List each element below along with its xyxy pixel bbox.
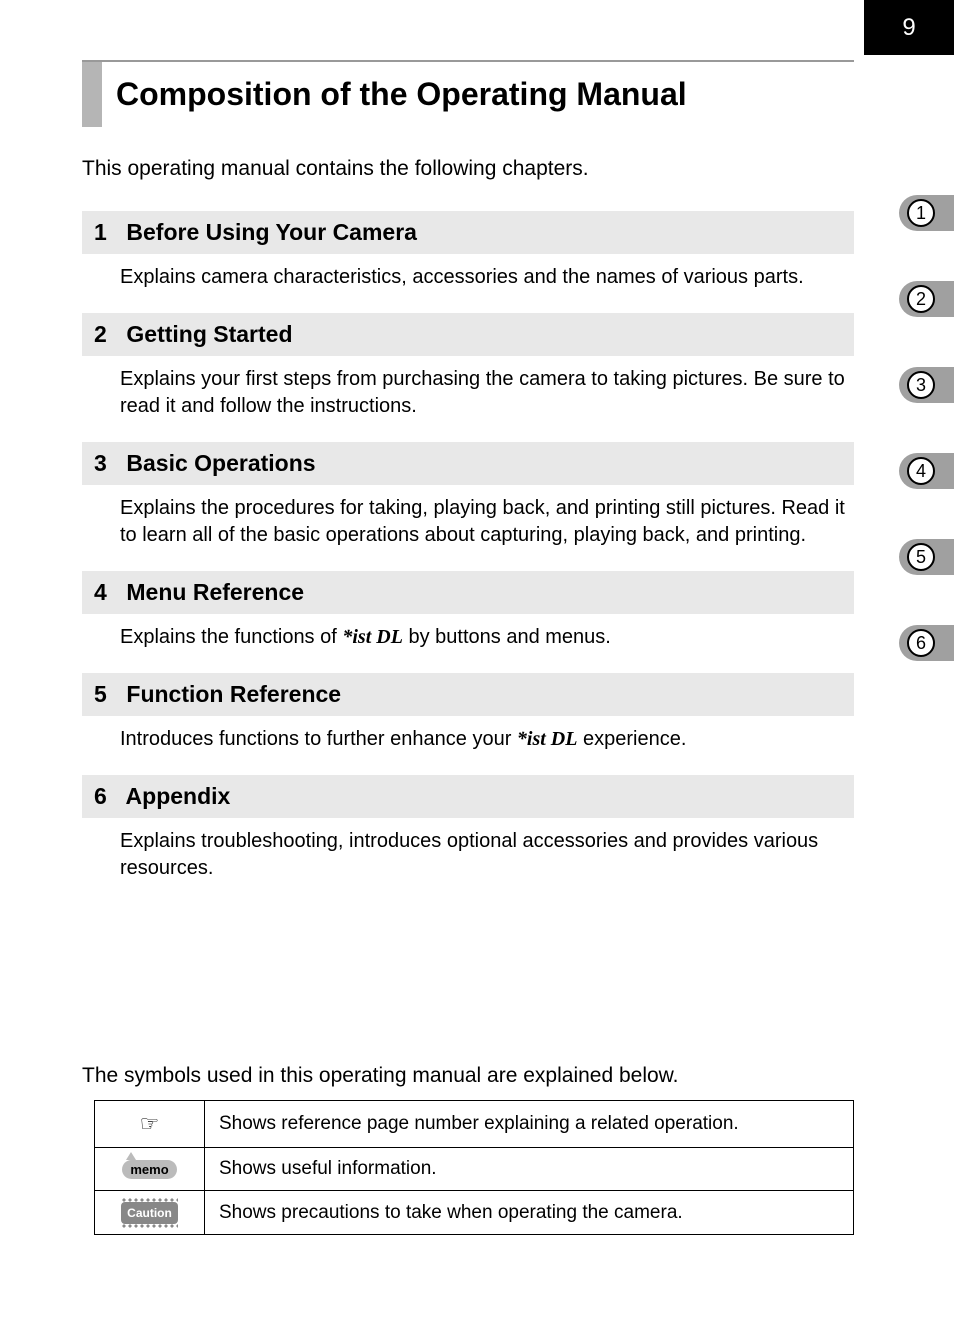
- symbols-intro: The symbols used in this operating manua…: [82, 1064, 854, 1088]
- page-title: Composition of the Operating Manual: [102, 62, 687, 127]
- section-title: Menu Reference: [126, 579, 304, 605]
- section-body-4: Explains the functions of *ist DL by but…: [82, 624, 854, 673]
- table-row: Caution Shows precautions to take when o…: [95, 1191, 854, 1235]
- intro-text: This operating manual contains the follo…: [82, 157, 854, 181]
- symbols-table: ☞ Shows reference page number explaining…: [94, 1100, 854, 1235]
- section-header-6: 6 Appendix: [82, 775, 854, 818]
- symbol-desc: Shows precautions to take when operating…: [205, 1191, 854, 1235]
- memo-icon-cell: memo: [95, 1148, 205, 1191]
- section-title: Basic Operations: [126, 450, 315, 476]
- section-body-2: Explains your first steps from purchasin…: [82, 366, 854, 442]
- symbol-desc: Shows useful information.: [205, 1148, 854, 1191]
- reference-icon-cell: ☞: [95, 1101, 205, 1148]
- side-tab-label: 6: [907, 629, 935, 657]
- section-title: Function Reference: [126, 681, 341, 707]
- section-title: Before Using Your Camera: [126, 219, 417, 245]
- side-tab-label: 3: [907, 371, 935, 399]
- section-header-5: 5 Function Reference: [82, 673, 854, 716]
- section-number: 4: [94, 579, 120, 606]
- side-tab-label: 2: [907, 285, 935, 313]
- table-row: memo Shows useful information.: [95, 1148, 854, 1191]
- section-title: Getting Started: [126, 321, 292, 347]
- section-body-post: by buttons and menus.: [403, 626, 611, 648]
- side-tab-3[interactable]: 3: [899, 367, 954, 403]
- section-body-pre: Explains the functions of: [120, 626, 342, 648]
- side-tab-1[interactable]: 1: [899, 195, 954, 231]
- product-name: *ist DL: [342, 626, 403, 648]
- section-body-6: Explains troubleshooting, introduces opt…: [82, 828, 854, 904]
- product-name: *ist DL: [517, 728, 578, 750]
- side-tab-label: 4: [907, 457, 935, 485]
- page: 9 1 2 3 4 5 6 Composition of the Operati…: [0, 0, 954, 1329]
- page-number: 9: [864, 0, 954, 55]
- title-accent-bar: [82, 62, 102, 127]
- table-row: ☞ Shows reference page number explaining…: [95, 1101, 854, 1148]
- side-tab-label: 5: [907, 543, 935, 571]
- section-header-4: 4 Menu Reference: [82, 571, 854, 614]
- section-body-1: Explains camera characteristics, accesso…: [82, 264, 854, 313]
- side-tab-4[interactable]: 4: [899, 453, 954, 489]
- reference-icon: ☞: [140, 1111, 160, 1136]
- page-title-row: Composition of the Operating Manual: [82, 60, 854, 127]
- section-body-pre: Introduces functions to further enhance …: [120, 728, 517, 750]
- content: Composition of the Operating Manual This…: [0, 0, 954, 1275]
- caution-icon: Caution: [121, 1202, 178, 1224]
- section-body-post: experience.: [577, 728, 686, 750]
- side-tab-6[interactable]: 6: [899, 625, 954, 661]
- section-header-2: 2 Getting Started: [82, 313, 854, 356]
- section-body-3: Explains the procedures for taking, play…: [82, 495, 854, 571]
- side-tab-label: 1: [907, 199, 935, 227]
- section-number: 3: [94, 450, 120, 477]
- side-tabs: 1 2 3 4 5 6: [899, 195, 954, 711]
- section-title: Appendix: [126, 783, 231, 809]
- section-number: 6: [94, 783, 120, 810]
- section-header-3: 3 Basic Operations: [82, 442, 854, 485]
- section-number: 5: [94, 681, 120, 708]
- section-header-1: 1 Before Using Your Camera: [82, 211, 854, 254]
- section-number: 1: [94, 219, 120, 246]
- side-tab-2[interactable]: 2: [899, 281, 954, 317]
- side-tab-5[interactable]: 5: [899, 539, 954, 575]
- caution-icon-cell: Caution: [95, 1191, 205, 1235]
- memo-icon: memo: [122, 1160, 176, 1179]
- section-body-5: Introduces functions to further enhance …: [82, 726, 854, 775]
- symbol-desc: Shows reference page number explaining a…: [205, 1101, 854, 1148]
- section-number: 2: [94, 321, 120, 348]
